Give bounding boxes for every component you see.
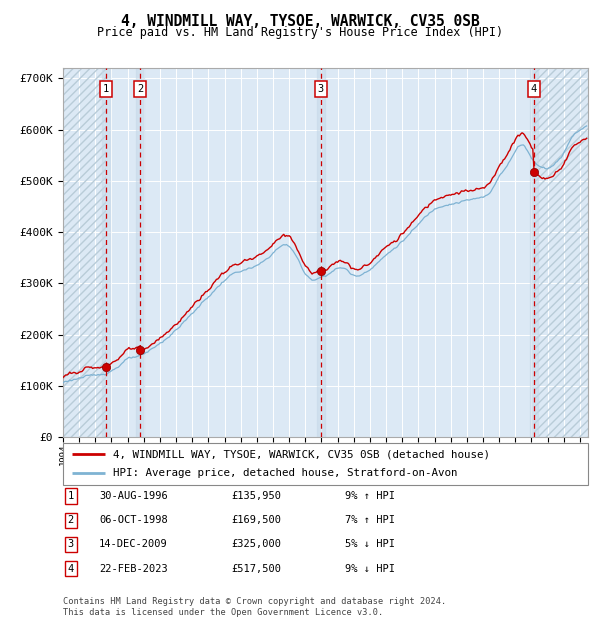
Text: 2: 2 bbox=[137, 84, 143, 94]
Bar bbox=[136, 68, 144, 437]
Text: 7% ↑ HPI: 7% ↑ HPI bbox=[345, 515, 395, 525]
Text: Price paid vs. HM Land Registry's House Price Index (HPI): Price paid vs. HM Land Registry's House … bbox=[97, 26, 503, 39]
Text: 14-DEC-2009: 14-DEC-2009 bbox=[99, 539, 168, 549]
Text: Contains HM Land Registry data © Crown copyright and database right 2024.
This d: Contains HM Land Registry data © Crown c… bbox=[63, 598, 446, 617]
Text: 1: 1 bbox=[68, 491, 74, 501]
Bar bbox=[317, 68, 325, 437]
Bar bbox=[63, 68, 106, 437]
Text: 4: 4 bbox=[68, 564, 74, 574]
Bar bbox=[530, 68, 538, 437]
Text: 9% ↓ HPI: 9% ↓ HPI bbox=[345, 564, 395, 574]
Text: 3: 3 bbox=[68, 539, 74, 549]
Bar bbox=[63, 68, 106, 437]
Text: 4: 4 bbox=[530, 84, 537, 94]
Text: HPI: Average price, detached house, Stratford-on-Avon: HPI: Average price, detached house, Stra… bbox=[113, 469, 457, 479]
Text: 30-AUG-1996: 30-AUG-1996 bbox=[99, 491, 168, 501]
Text: £135,950: £135,950 bbox=[231, 491, 281, 501]
Text: 4, WINDMILL WAY, TYSOE, WARWICK, CV35 0SB (detached house): 4, WINDMILL WAY, TYSOE, WARWICK, CV35 0S… bbox=[113, 449, 490, 459]
Text: 1: 1 bbox=[103, 84, 109, 94]
Text: 4, WINDMILL WAY, TYSOE, WARWICK, CV35 0SB: 4, WINDMILL WAY, TYSOE, WARWICK, CV35 0S… bbox=[121, 14, 479, 29]
Text: 9% ↑ HPI: 9% ↑ HPI bbox=[345, 491, 395, 501]
Text: 5% ↓ HPI: 5% ↓ HPI bbox=[345, 539, 395, 549]
Text: 3: 3 bbox=[317, 84, 324, 94]
Text: £517,500: £517,500 bbox=[231, 564, 281, 574]
Bar bbox=[102, 68, 110, 437]
Text: £325,000: £325,000 bbox=[231, 539, 281, 549]
Text: £169,500: £169,500 bbox=[231, 515, 281, 525]
Text: 2: 2 bbox=[68, 515, 74, 525]
FancyBboxPatch shape bbox=[63, 443, 588, 485]
Text: 06-OCT-1998: 06-OCT-1998 bbox=[99, 515, 168, 525]
Bar bbox=[534, 68, 588, 437]
Bar bbox=[534, 68, 588, 437]
Text: 22-FEB-2023: 22-FEB-2023 bbox=[99, 564, 168, 574]
